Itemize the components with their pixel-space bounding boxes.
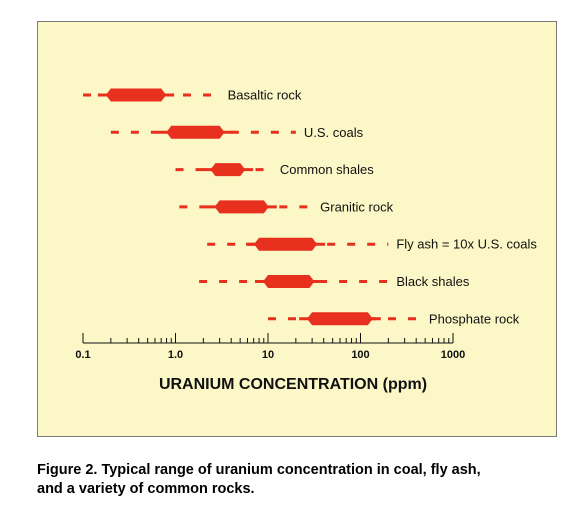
tick-label: 1000 [441, 349, 465, 361]
tick-label: 100 [351, 349, 369, 361]
range-row: Granitic rock [179, 199, 394, 214]
typical-range-bar [254, 237, 318, 251]
range-row: Phosphate rock [268, 311, 520, 326]
tick-label: 10 [262, 349, 274, 361]
range-label: Fly ash = 10x U.S. coals [396, 237, 537, 252]
typical-range-bar [105, 88, 167, 102]
tick-label: 1.0 [168, 349, 183, 361]
range-label: Phosphate rock [429, 311, 520, 326]
caption-line-1: Figure 2. Typical range of uranium conce… [37, 462, 481, 478]
range-row: Fly ash = 10x U.S. coals [207, 237, 537, 252]
tick-label: 0.1 [75, 349, 90, 361]
caption-line-2: and a variety of common rocks. [37, 481, 255, 497]
range-label: Basaltic rock [228, 88, 302, 103]
typical-range-bar [210, 163, 246, 177]
range-row: Black shales [199, 274, 470, 289]
range-label: Black shales [396, 274, 469, 289]
range-label: Common shales [280, 162, 374, 177]
chart-panel: Basaltic rock U.S. coals Common shales Gran… [37, 21, 557, 437]
range-row: Basaltic rock [83, 88, 302, 103]
typical-range-bar [307, 312, 373, 326]
range-row: U.S. coals [110, 125, 364, 140]
x-axis-title: URANIUM CONCENTRATION (ppm) [159, 376, 427, 393]
range-label: U.S. coals [304, 125, 364, 140]
x-axis: 0.1 1.0 10 100 1000 [75, 333, 465, 361]
ranges-layer: Basaltic rock U.S. coals Common shales Gran… [83, 88, 537, 326]
typical-range-bar [214, 200, 269, 214]
range-row: Common shales [175, 162, 374, 177]
range-label: Granitic rock [320, 199, 393, 214]
range-chart: Basaltic rock U.S. coals Common shales Gran… [75, 88, 537, 394]
typical-range-bar [166, 125, 225, 139]
typical-range-bar [263, 275, 315, 288]
figure-caption: Figure 2. Typical range of uranium conce… [37, 461, 562, 499]
